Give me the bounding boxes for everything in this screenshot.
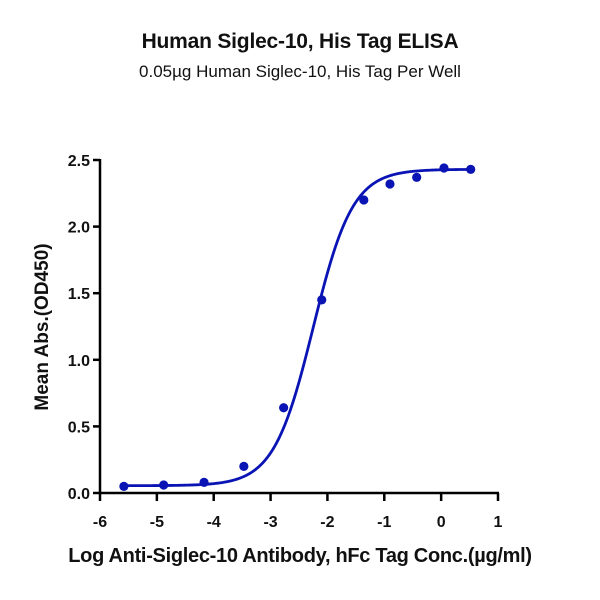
y-tick-label: 0.0 — [68, 486, 90, 503]
x-axis-label: Log Anti-Siglec-10 Antibody, hFc Tag Con… — [68, 545, 532, 567]
x-tick-label: -4 — [207, 514, 221, 531]
data-point — [359, 195, 369, 205]
data-point — [385, 179, 395, 189]
data-points — [119, 163, 476, 491]
axes: 0.0 0.5 1.0 1.5 2.0 2.5 -6 -5 -4 -3 -2 -1 0 1 — [68, 153, 503, 531]
y-tick-label: 2.0 — [68, 220, 90, 237]
x-tick-label: 0 — [437, 514, 446, 531]
x-tick-label: -5 — [150, 514, 164, 531]
y-tick-label: 2.5 — [68, 153, 90, 170]
y-tick-label: 0.5 — [68, 419, 90, 436]
data-point — [466, 164, 476, 174]
chart-title: Human Siglec-10, His Tag ELISA — [141, 30, 459, 53]
data-point — [279, 403, 289, 413]
data-point — [239, 461, 249, 471]
chart-subtitle: 0.05µg Human Siglec-10, His Tag Per Well — [139, 62, 461, 81]
data-point — [317, 295, 327, 305]
data-point — [199, 477, 209, 487]
data-point — [439, 163, 449, 173]
data-point — [159, 480, 169, 490]
x-tick-label: -6 — [93, 514, 107, 531]
data-point — [119, 481, 129, 491]
x-tick-label: -3 — [263, 514, 277, 531]
x-tick-label: -2 — [320, 514, 334, 531]
fit-curve — [123, 168, 471, 488]
y-tick-label: 1.0 — [68, 353, 90, 370]
data-point — [412, 172, 422, 182]
x-tick-label: 1 — [494, 514, 503, 531]
x-tick-label: -1 — [377, 514, 391, 531]
y-tick-label: 1.5 — [68, 286, 90, 303]
fit-curve-path — [123, 168, 471, 488]
